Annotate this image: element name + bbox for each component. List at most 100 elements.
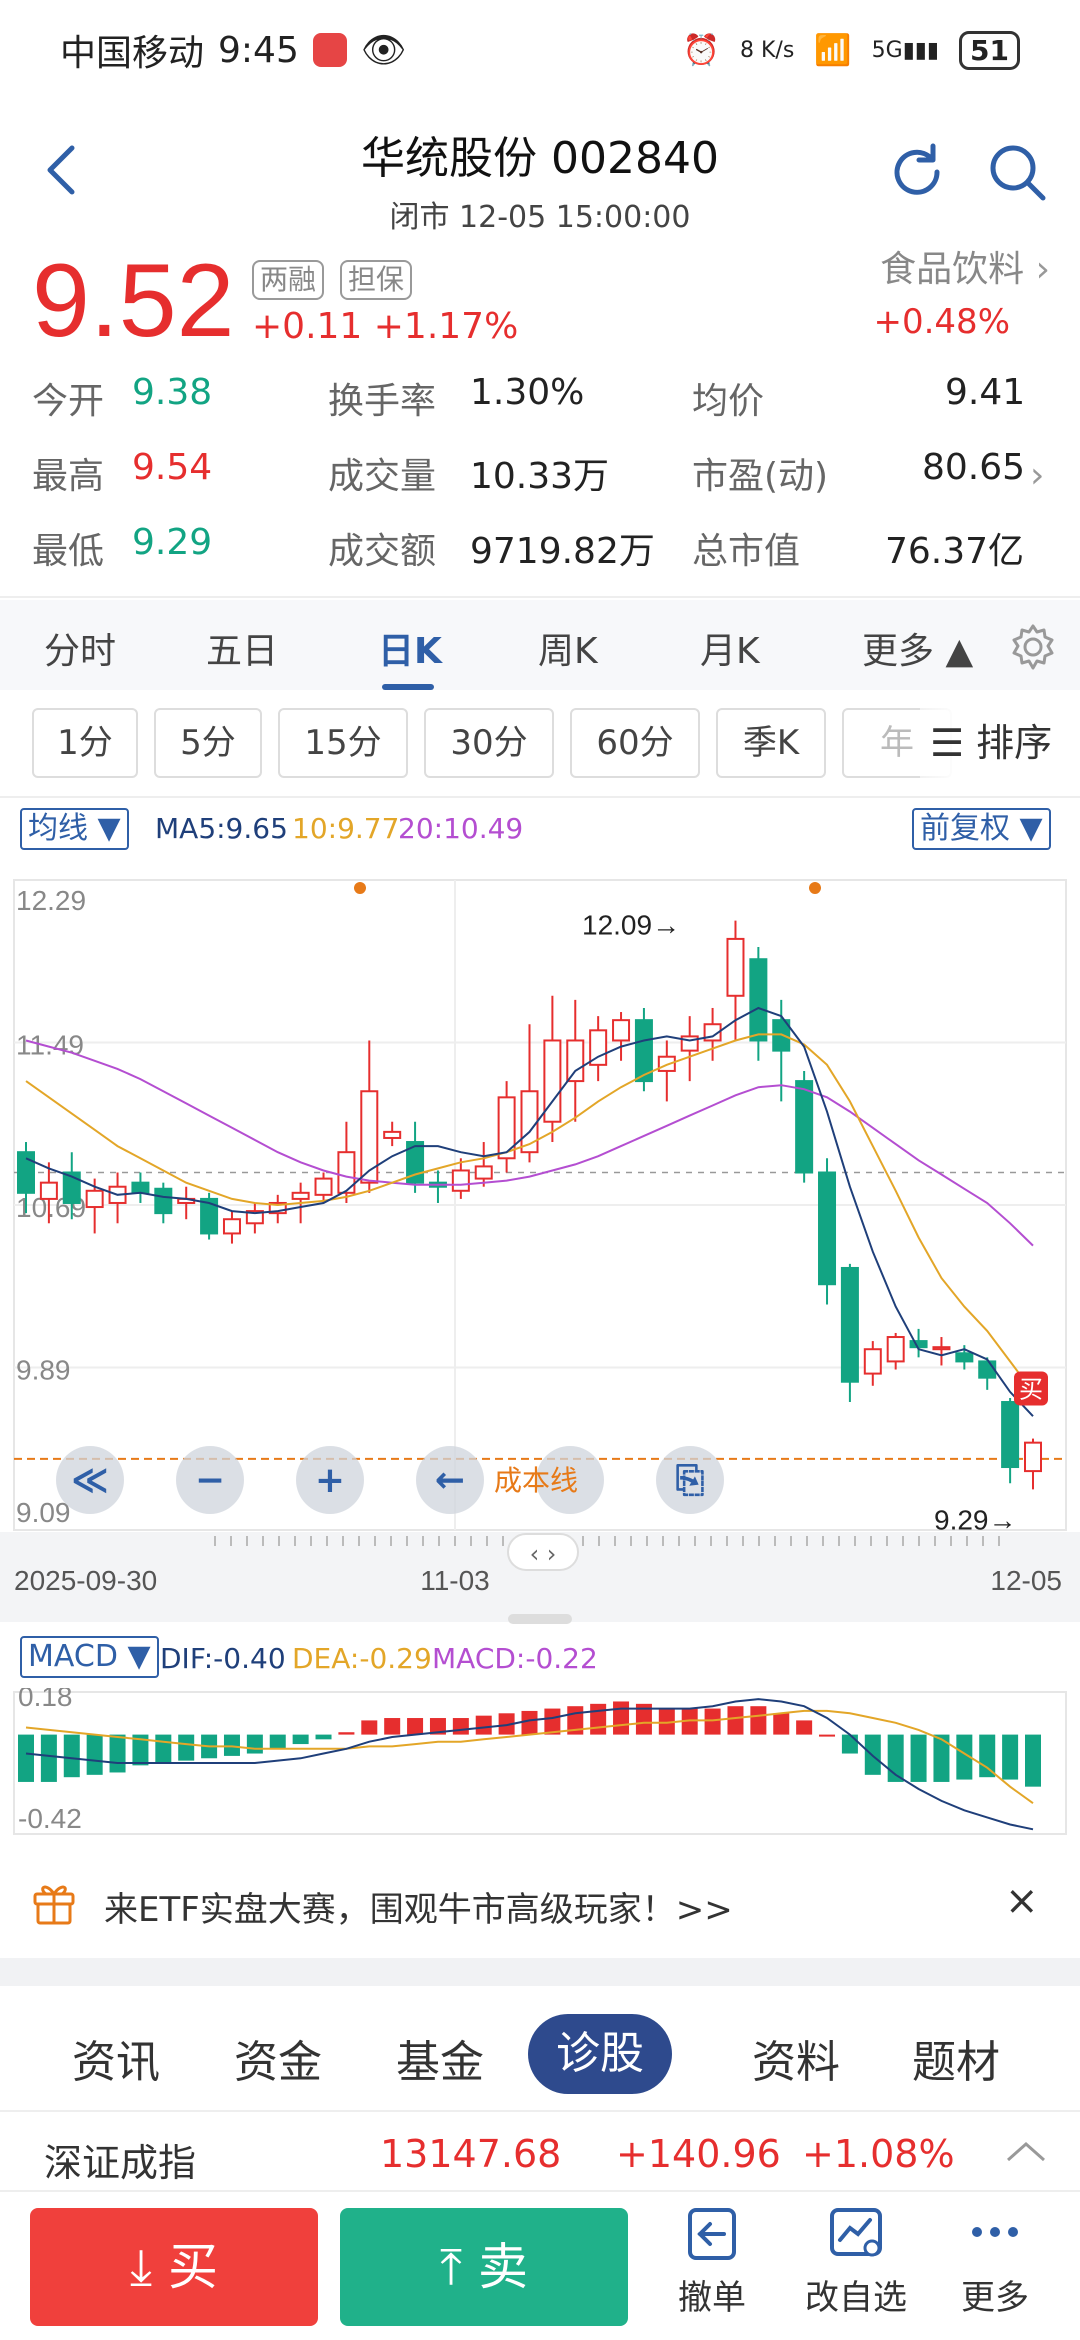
margin-tag[interactable]: 两融 (252, 260, 325, 300)
tab-themes[interactable]: 题材 (912, 2037, 1000, 2088)
mcap-value: 76.37亿 (885, 531, 1025, 572)
cancel-order-button[interactable]: 撤单 (652, 2202, 772, 2319)
edit-watchlist-button[interactable]: 改自选 (796, 2202, 916, 2319)
divider (0, 596, 1080, 598)
stats-grid: 今开 9.38 换手率 1.30% 均价 9.41 最高 9.54 成交量 10… (0, 372, 1080, 597)
macd-bar (407, 1718, 424, 1735)
quote-panel: 9.52 两融 担保 +0.11 +1.17% 食品饮料 › +0.48% (0, 240, 1080, 360)
stats-row-pe[interactable]: 最高 9.54 成交量 10.33万 市盈(动) 80.65 › (0, 447, 1080, 522)
sector-link[interactable]: 食品饮料 › +0.48% (874, 240, 1051, 342)
collateral-tag[interactable]: 担保 (340, 260, 413, 300)
candle-body (566, 1039, 585, 1083)
macd-bar (979, 1734, 996, 1778)
buy-marker (1014, 1371, 1048, 1406)
ma10-line (25, 1033, 1034, 1393)
macd-bar (40, 1734, 57, 1782)
sort-button[interactable]: ☰ 排序 (920, 708, 1053, 778)
refresh-icon[interactable] (885, 140, 949, 204)
dea-line (25, 1709, 1034, 1805)
candle-body (497, 1096, 516, 1160)
net-speed: 8 K/s (740, 37, 795, 63)
macd-bar (521, 1710, 538, 1735)
tab-intraday[interactable]: 分时 (44, 631, 117, 672)
market-status: 闭市 12-05 15:00:00 (389, 200, 691, 235)
candle-body (360, 1090, 379, 1184)
x-label: 12-05 (990, 1565, 1062, 1596)
rotate-button[interactable] (656, 1446, 724, 1514)
candle-body (978, 1360, 997, 1379)
more-button[interactable]: 更多 (935, 2202, 1055, 2319)
minute-tabs: 1分 5分 15分 30分 60分 季K 年 ☰ 排序 (0, 700, 1080, 786)
tab-daily-k[interactable]: 日K (378, 631, 442, 672)
chip-1min[interactable]: 1分 (32, 708, 138, 778)
buy-label: 买 (168, 2238, 218, 2296)
chip-quarter-k[interactable]: 季K (716, 708, 826, 778)
scroll-handle[interactable] (507, 1533, 579, 1571)
volume-value: 10.33万 (470, 456, 610, 497)
candle-body (1001, 1401, 1020, 1469)
search-icon[interactable] (985, 140, 1049, 204)
candle-body (17, 1151, 35, 1194)
tab-diagnosis[interactable]: 诊股 (528, 2014, 672, 2094)
chip-5min[interactable]: 5分 (154, 708, 262, 778)
sell-button[interactable]: ⤒ 卖 (340, 2208, 628, 2326)
scroll-left-fast-button[interactable] (56, 1446, 124, 1514)
candle-body (749, 958, 768, 1042)
chevron-right-icon: › (1035, 249, 1050, 290)
more-dots-icon (972, 2227, 1018, 2237)
zoom-in-button[interactable] (296, 1446, 364, 1514)
dea-label: DEA:-0.29 (292, 1642, 432, 1675)
gear-icon[interactable] (1008, 622, 1058, 672)
macd-selector[interactable]: MACD ▼ (20, 1636, 159, 1678)
zoom-out-button[interactable] (176, 1446, 244, 1514)
candle-body (62, 1171, 81, 1204)
close-icon[interactable]: × (1005, 1878, 1039, 1924)
tab-more[interactable]: 更多 ▲ (862, 631, 974, 672)
ma-selector[interactable]: 均线 ▼ (20, 808, 129, 850)
tab-monthly-k[interactable]: 月K (700, 631, 760, 672)
edit-watchlist-label: 改自选 (805, 2278, 907, 2318)
macd-bar (452, 1718, 469, 1735)
cost-line-button[interactable] (536, 1446, 604, 1514)
y-tick-label: 12.29 (16, 885, 86, 916)
candle-body (589, 1029, 608, 1066)
pe-value: 80.65 (922, 447, 1026, 488)
candle-body (39, 1181, 58, 1200)
macd-legend: MACD ▼ DIF:-0.40 DEA:-0.29 MACD:-0.22 (0, 1628, 1080, 1688)
promo-banner[interactable]: 来ETF实盘大赛，围观牛市高级玩家！>> × (0, 1860, 1080, 1950)
candle-body (886, 1336, 905, 1363)
x-label: 11-03 (420, 1565, 490, 1596)
macd-bar (315, 1734, 332, 1740)
index-ticker[interactable]: 深证成指 13147.68 +140.96 +1.08% (0, 2110, 1080, 2190)
amount-label: 成交额 (328, 531, 437, 572)
macd-bar (613, 1701, 630, 1735)
watchlist-chart-icon (830, 2208, 882, 2257)
chip-60min[interactable]: 60分 (570, 708, 700, 778)
section-gap (0, 1958, 1080, 1986)
tab-news[interactable]: 资讯 (72, 2037, 160, 2088)
tab-fund[interactable]: 基金 (396, 2037, 484, 2088)
candle-body (268, 1201, 287, 1215)
macd-bar (109, 1734, 126, 1773)
macd-bar (155, 1734, 172, 1763)
chevron-up-icon[interactable] (1004, 2138, 1048, 2164)
tab-funds-flow[interactable]: 资金 (234, 2037, 322, 2088)
active-tab-indicator (382, 684, 434, 690)
last-price: 9.52 (32, 243, 235, 359)
adjust-selector[interactable]: 前复权 ▼ (912, 808, 1051, 850)
tab-profile[interactable]: 资料 (752, 2037, 840, 2088)
buy-button[interactable]: ⤓ 买 (30, 2208, 318, 2326)
chip-15min[interactable]: 15分 (278, 708, 408, 778)
y-tick-label: 9.09 (16, 1497, 71, 1528)
chip-30min[interactable]: 30分 (424, 708, 554, 778)
price-change: +0.11 +1.17% (252, 306, 519, 347)
scroll-left-button[interactable] (416, 1446, 484, 1514)
tab-weekly-k[interactable]: 周K (538, 631, 598, 672)
macd-chart[interactable]: 0.18 -0.42 (0, 1688, 1080, 1838)
macd-bar (819, 1734, 836, 1737)
macd-bar (796, 1720, 813, 1735)
back-button[interactable] (40, 140, 90, 200)
tab-five-day[interactable]: 五日 (206, 631, 279, 672)
dif-label: DIF:-0.40 (160, 1642, 286, 1675)
